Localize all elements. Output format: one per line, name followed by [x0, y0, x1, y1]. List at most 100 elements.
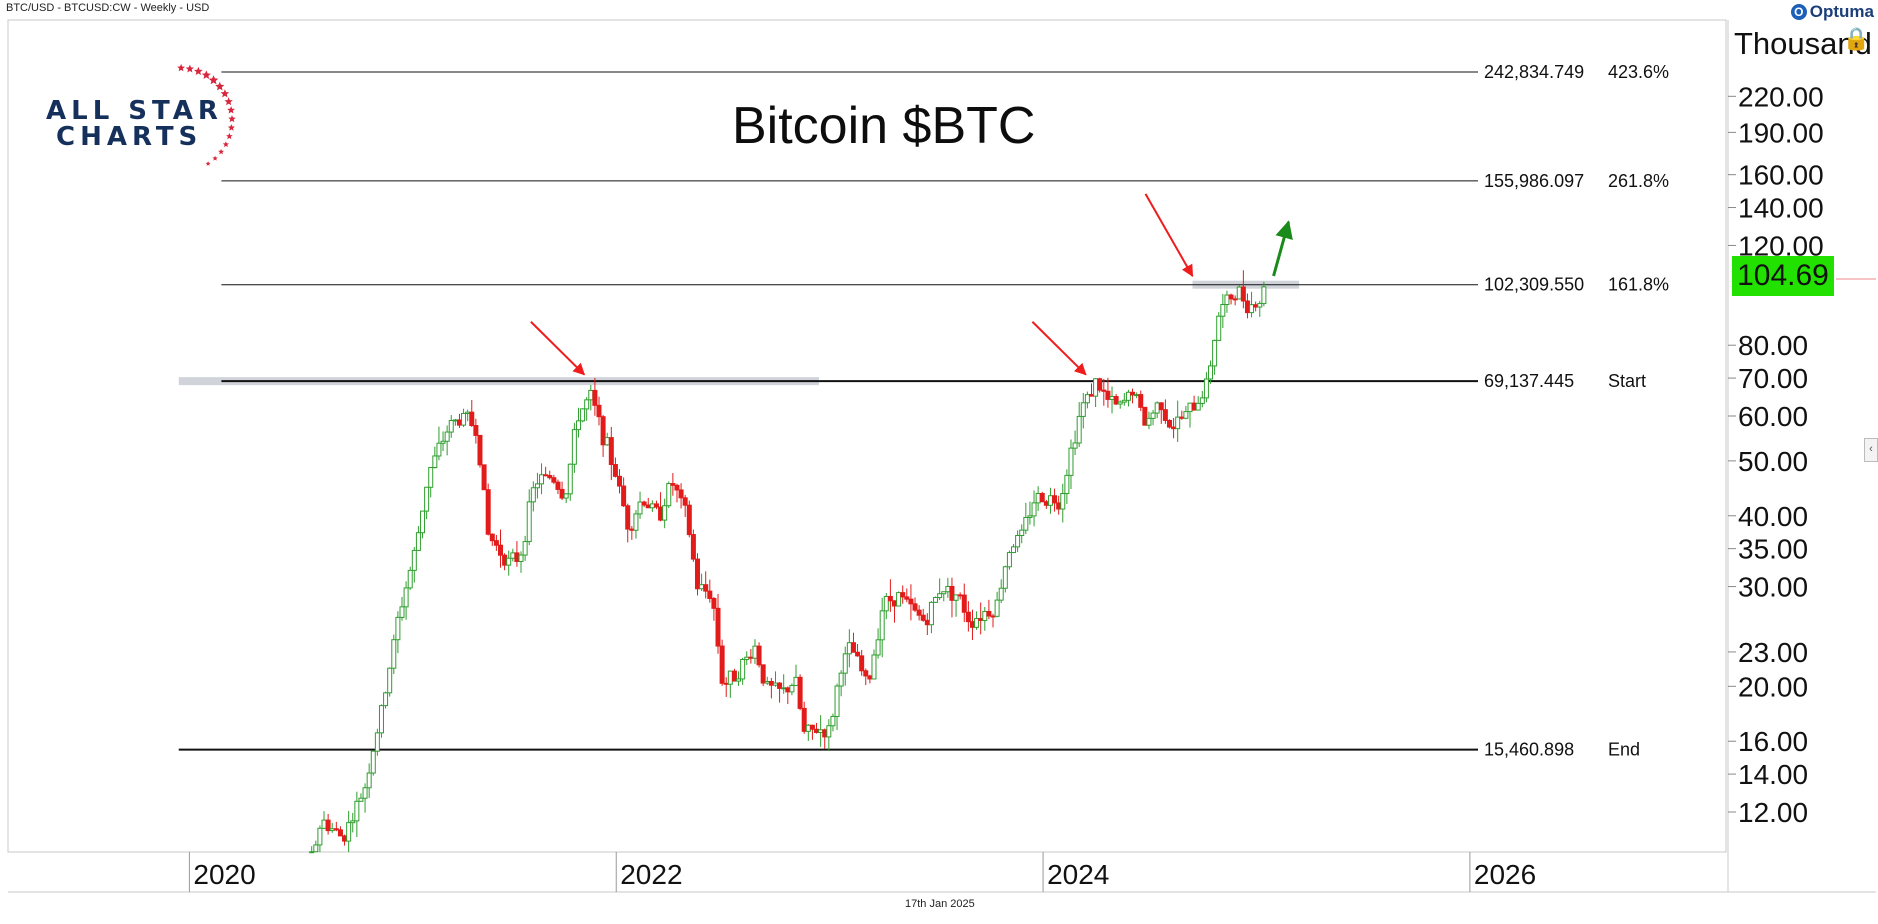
candle-body — [333, 828, 339, 831]
candle-body — [592, 389, 598, 406]
logo-star — [177, 64, 185, 72]
candle-body — [428, 467, 434, 488]
candle-body — [350, 820, 356, 824]
candle-body — [744, 656, 750, 661]
logo-star — [228, 115, 236, 123]
fib-level-label: 161.8% — [1608, 275, 1669, 295]
candle-body — [514, 552, 520, 562]
candle-body — [658, 506, 664, 521]
candle-body — [666, 483, 672, 507]
candle-body — [436, 442, 442, 457]
candle-body — [1171, 426, 1177, 430]
candle-body — [896, 592, 902, 607]
candle-body — [953, 594, 959, 601]
candle-body — [1084, 394, 1090, 404]
candle-body — [965, 611, 971, 623]
chevron-left-icon[interactable]: ‹ — [1864, 438, 1878, 462]
candle-body — [957, 594, 963, 597]
logo-star — [185, 64, 194, 73]
candle-body — [1257, 303, 1263, 308]
candle-body — [928, 601, 934, 626]
y-tick-label: 60.00 — [1738, 401, 1808, 432]
candle-body — [1224, 294, 1230, 306]
candle-body — [715, 607, 721, 647]
fib-level-label: End — [1608, 740, 1640, 760]
candle-body — [629, 528, 635, 531]
candle-body — [941, 591, 947, 595]
candle-body — [329, 828, 335, 832]
candle-body — [637, 501, 643, 515]
candle-body — [805, 724, 811, 732]
candle-body — [530, 487, 536, 503]
candle-body — [912, 603, 918, 611]
candle-body — [543, 474, 549, 477]
candle-body — [1109, 396, 1115, 400]
candle-body — [789, 684, 795, 693]
candle-body — [465, 411, 471, 415]
fib-level-value: 102,309.550 — [1484, 275, 1584, 295]
candle-body — [1134, 394, 1140, 397]
candle-body — [768, 680, 774, 686]
lock-icon[interactable]: 🔒 — [1842, 26, 1870, 51]
candle-body — [461, 413, 467, 426]
candle-body — [764, 680, 770, 684]
y-axis[interactable]: 220.00190.00160.00140.00120.0080.0070.00… — [1728, 81, 1824, 828]
candle-body — [982, 610, 988, 621]
candle-body — [1072, 442, 1078, 449]
logo-star — [220, 89, 230, 98]
fib-level-value: 242,834.749 — [1484, 62, 1584, 82]
candle-body — [1130, 391, 1136, 396]
candle-body — [678, 489, 684, 499]
candle-body — [452, 419, 458, 422]
candle-body — [883, 595, 889, 612]
y-tick-label: 12.00 — [1738, 797, 1808, 828]
candle-body — [506, 557, 512, 566]
y-tick-label: 80.00 — [1738, 330, 1808, 361]
candle-body — [707, 590, 713, 600]
candle-body — [887, 595, 893, 602]
candle-body — [539, 474, 545, 485]
candle-body — [625, 505, 631, 530]
candle-body — [522, 541, 528, 556]
candle-body — [1249, 304, 1255, 314]
candle-body — [814, 728, 820, 733]
candle-body — [555, 481, 561, 490]
red-arrow — [530, 321, 586, 376]
x-axis[interactable]: 2020 2022 2024 2026 — [188, 852, 1536, 892]
candle-body — [949, 585, 955, 601]
candle-body — [719, 645, 725, 684]
candle-body — [826, 725, 832, 738]
grid-layer — [7, 19, 1876, 893]
candle-body — [432, 455, 438, 469]
candle-body — [830, 715, 836, 727]
candle-body — [842, 653, 848, 674]
candle-body — [493, 540, 499, 546]
y-tick-label: 16.00 — [1738, 726, 1808, 757]
candle-body — [1191, 402, 1197, 411]
candle-body — [818, 729, 824, 733]
last-price-tag: 104.69 — [1732, 256, 1834, 296]
logo-star — [227, 124, 235, 131]
logo-star — [224, 97, 233, 106]
y-tick-label: 35.00 — [1738, 534, 1808, 565]
candle-body — [1027, 515, 1033, 518]
red-arrow — [1144, 193, 1194, 278]
candle-body — [670, 483, 676, 486]
brand-name: Optuma — [1809, 2, 1874, 21]
candle-body — [420, 510, 426, 534]
candle-body — [641, 501, 647, 506]
y-tick-label: 50.00 — [1738, 446, 1808, 477]
candle-body — [366, 772, 372, 789]
candle-body — [584, 399, 590, 410]
candle-body — [1047, 495, 1053, 506]
logo-line1: ALL STAR — [46, 96, 223, 126]
annotation-arrow-layer — [530, 193, 1293, 376]
candle-body — [1080, 402, 1086, 417]
candle-body — [383, 692, 389, 707]
candle-body — [473, 425, 479, 436]
y-tick-label: 30.00 — [1738, 572, 1808, 603]
candle-body — [727, 670, 733, 685]
candle-body — [1105, 390, 1111, 400]
logo-star — [218, 148, 224, 155]
logo-star — [222, 141, 229, 148]
